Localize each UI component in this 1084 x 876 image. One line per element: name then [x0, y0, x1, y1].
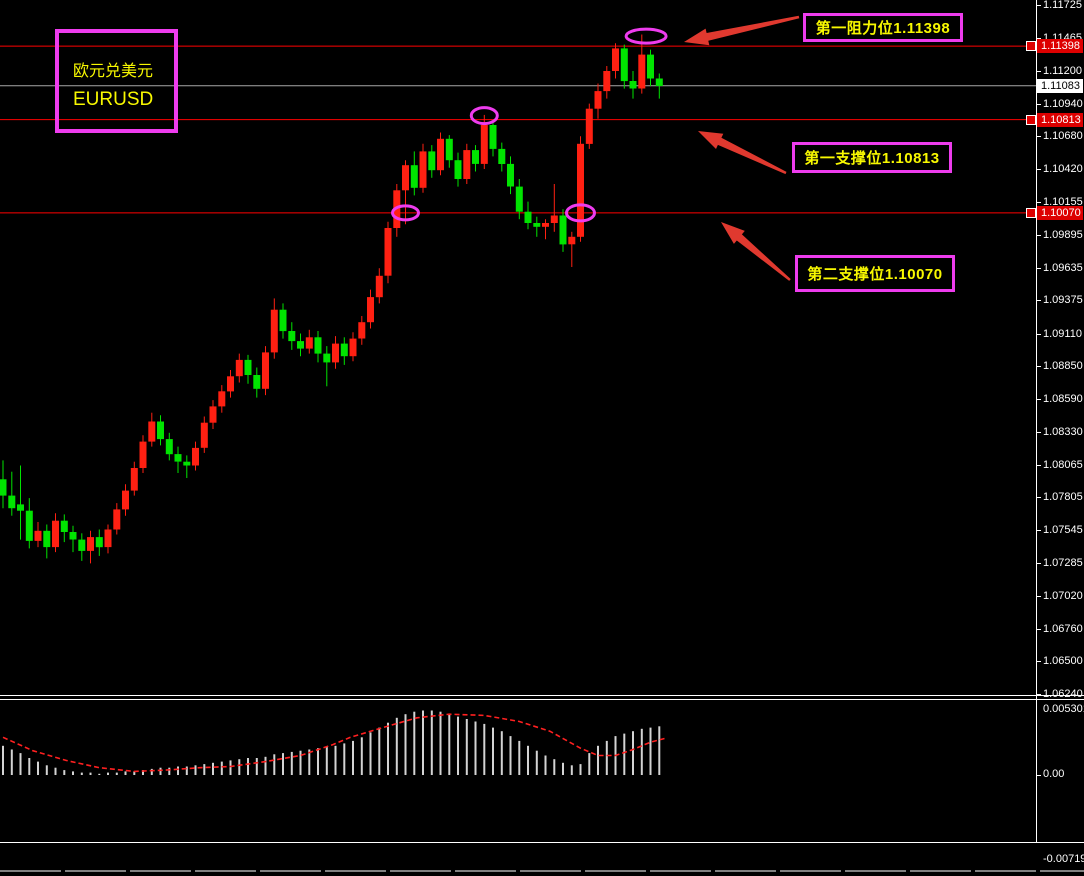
- level-lines: [0, 45, 1036, 214]
- price-tick-label: 1.10420: [1043, 163, 1083, 175]
- price-tick-label: 1.08330: [1043, 426, 1083, 438]
- price-tick: [1036, 5, 1041, 6]
- price-tick: [1036, 629, 1041, 630]
- price-tick-label: 1.09375: [1043, 294, 1083, 306]
- price-tick-label: 1.08065: [1043, 459, 1083, 471]
- price-tick-label: 1.07805: [1043, 491, 1083, 503]
- price-tick: [1036, 300, 1041, 301]
- highlight-ellipse: [624, 27, 668, 45]
- annotation-resistance1: 第一阻力位1.11398: [803, 13, 963, 42]
- price-level-chip: 1.11083: [1037, 79, 1083, 93]
- price-tick-label: 1.09895: [1043, 229, 1083, 241]
- price-tick: [1036, 399, 1041, 400]
- indicator-zero-label: 0.00: [1043, 768, 1065, 780]
- instrument-symbol: EURUSD: [73, 89, 154, 110]
- annotation-support1-label: 第一支撑位1.10813: [804, 150, 940, 167]
- price-tick-label: 1.07020: [1043, 590, 1083, 602]
- price-axis[interactable]: 1.11725 1.11465 1.11200 1.10940 1.10680 1.104…: [1036, 0, 1084, 876]
- indicator-max-label: 0.005301: [1043, 703, 1084, 715]
- indicator-panel[interactable]: [0, 700, 1036, 842]
- indicator-min-label: -0.007192: [1043, 853, 1084, 865]
- price-tick: [1036, 366, 1041, 367]
- highlight-ellipse: [565, 203, 596, 223]
- highlight-ellipse: [391, 204, 420, 222]
- price-tick: [1036, 235, 1041, 236]
- price-tick: [1036, 465, 1041, 466]
- annotation-support2: 第二支撑位1.10070: [795, 255, 955, 292]
- highlight-ellipses: [391, 27, 668, 223]
- instrument-name-cn: 欧元兑美元: [73, 63, 154, 80]
- price-tick-label: 1.09110: [1043, 328, 1082, 340]
- price-tick: [1036, 71, 1041, 72]
- price-tick-label: 1.08590: [1043, 393, 1083, 405]
- price-tick: [1036, 530, 1041, 531]
- price-level-chip: 1.11398: [1037, 39, 1083, 53]
- price-tick-label: 1.06500: [1043, 655, 1083, 667]
- candles: [0, 34, 663, 564]
- annotation-arrows: [684, 15, 800, 281]
- time-axis-line[interactable]: [0, 870, 1084, 874]
- instrument-label-box: 欧元兑美元 EURUSD: [55, 29, 178, 133]
- price-tick-label: 1.10155: [1043, 196, 1083, 208]
- price-tick-label: 1.06760: [1043, 623, 1083, 635]
- price-tick-label: 1.09635: [1043, 262, 1083, 274]
- price-tick: [1036, 563, 1041, 564]
- price-level-chip: 1.10813: [1037, 113, 1083, 127]
- price-tick: [1036, 104, 1041, 105]
- arrow: [698, 131, 787, 175]
- price-tick-label: 1.07545: [1043, 524, 1083, 536]
- indicator-bottom-border: [0, 842, 1084, 843]
- price-tick: [1036, 136, 1041, 137]
- price-tick: [1036, 497, 1041, 498]
- price-tick-label: 1.11725: [1043, 0, 1082, 11]
- highlight-ellipse: [469, 106, 499, 126]
- level-line-marker[interactable]: [1026, 41, 1036, 51]
- axis-border: [1036, 0, 1037, 842]
- price-tick: [1036, 169, 1041, 170]
- histogram-bars: [2, 710, 661, 775]
- arrow: [721, 222, 791, 281]
- signal-line: [2, 713, 665, 773]
- panel-separator-line-1: [0, 695, 1084, 696]
- price-tick: [1036, 334, 1041, 335]
- price-level-chip: 1.10070: [1037, 206, 1083, 220]
- annotation-resistance1-label: 第一阻力位1.11398: [815, 20, 951, 37]
- price-tick: [1036, 38, 1041, 39]
- price-tick-label: 1.07285: [1043, 557, 1083, 569]
- annotation-support1: 第一支撑位1.10813: [792, 142, 952, 173]
- price-tick-label: 1.11200: [1043, 65, 1082, 77]
- price-chart[interactable]: [0, 0, 1036, 696]
- price-tick-label: 1.10940: [1043, 98, 1083, 110]
- price-tick: [1036, 202, 1041, 203]
- price-tick: [1036, 661, 1041, 662]
- level-line-marker[interactable]: [1026, 115, 1036, 125]
- price-tick-label: 1.10680: [1043, 130, 1083, 142]
- price-tick-label: 1.06240: [1043, 688, 1083, 700]
- price-tick: [1036, 596, 1041, 597]
- level-line-marker[interactable]: [1026, 208, 1036, 218]
- price-tick: [1036, 268, 1041, 269]
- panel-separator-line-2: [0, 699, 1084, 700]
- price-tick: [1036, 694, 1041, 695]
- price-tick-label: 1.08850: [1043, 360, 1083, 372]
- arrow: [684, 15, 800, 46]
- annotation-support2-label: 第二支撑位1.10070: [807, 266, 943, 283]
- indicator-zero-tick: [1036, 775, 1041, 776]
- price-tick: [1036, 432, 1041, 433]
